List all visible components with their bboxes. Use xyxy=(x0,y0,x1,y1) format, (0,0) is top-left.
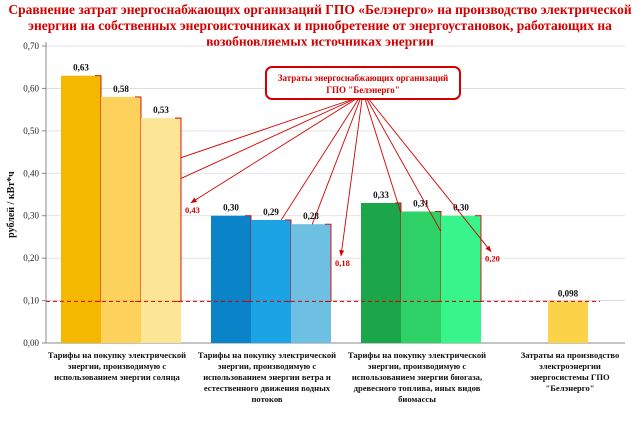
bar xyxy=(101,96,141,344)
y-tick-label: 0,70 xyxy=(23,41,39,51)
y-tick-label: 0,60 xyxy=(23,83,39,93)
bar xyxy=(441,215,481,343)
difference-label: 0,18 xyxy=(335,258,350,268)
x-category-label: Затраты на производство электроэнергии э… xyxy=(520,350,620,393)
annotation-arrow xyxy=(339,99,363,257)
difference-label: 0,20 xyxy=(485,254,500,264)
y-tick-label: 0,40 xyxy=(23,168,39,178)
difference-bracket xyxy=(475,215,482,302)
bar xyxy=(291,224,331,343)
bar xyxy=(251,219,291,343)
bar-value-label: 0,29 xyxy=(263,207,279,217)
y-tick-label: 0,50 xyxy=(23,126,39,136)
bar xyxy=(61,75,101,343)
bar-value-label: 0,30 xyxy=(223,203,239,213)
annotation-arrow xyxy=(367,99,452,250)
bar xyxy=(211,215,251,343)
bar xyxy=(548,301,588,343)
difference-label: 0,43 xyxy=(185,205,200,215)
bar-value-label: 0,098 xyxy=(558,288,579,298)
x-category-label: Тарифы на покупку электрической энергии,… xyxy=(347,350,487,404)
chart-title: Сравнение затрат энергоснабжающих органи… xyxy=(8,2,632,49)
y-axis-label: рублей / кВт*ч xyxy=(6,171,17,238)
bar-value-label: 0,28 xyxy=(303,211,319,221)
bar-value-label: 0,31 xyxy=(413,198,429,208)
x-category-label: Тарифы на покупку электрической энергии,… xyxy=(197,350,337,404)
x-category-label: Тарифы на покупку электрической энергии,… xyxy=(47,350,187,382)
bar xyxy=(401,211,441,343)
bar-value-label: 0,33 xyxy=(373,190,389,200)
y-tick-label: 0,20 xyxy=(23,253,39,263)
y-tick-label: 0,00 xyxy=(23,338,39,348)
annotation-arrow xyxy=(190,99,355,204)
bar-value-label: 0,53 xyxy=(153,105,169,115)
bar-value-label: 0,30 xyxy=(453,203,469,213)
bar-value-label: 0,63 xyxy=(73,63,89,73)
bar xyxy=(141,118,181,343)
bar-value-label: 0,58 xyxy=(113,84,129,94)
y-tick-label: 0,30 xyxy=(23,211,39,221)
y-tick-label: 0,10 xyxy=(23,296,39,306)
annotation-arrow xyxy=(150,99,353,193)
difference-bracket xyxy=(175,117,182,302)
annotation-arrow xyxy=(369,99,492,253)
annotation-callout: Затраты энергоснабжающих организаций ГПО… xyxy=(265,66,461,100)
bar xyxy=(361,202,401,343)
